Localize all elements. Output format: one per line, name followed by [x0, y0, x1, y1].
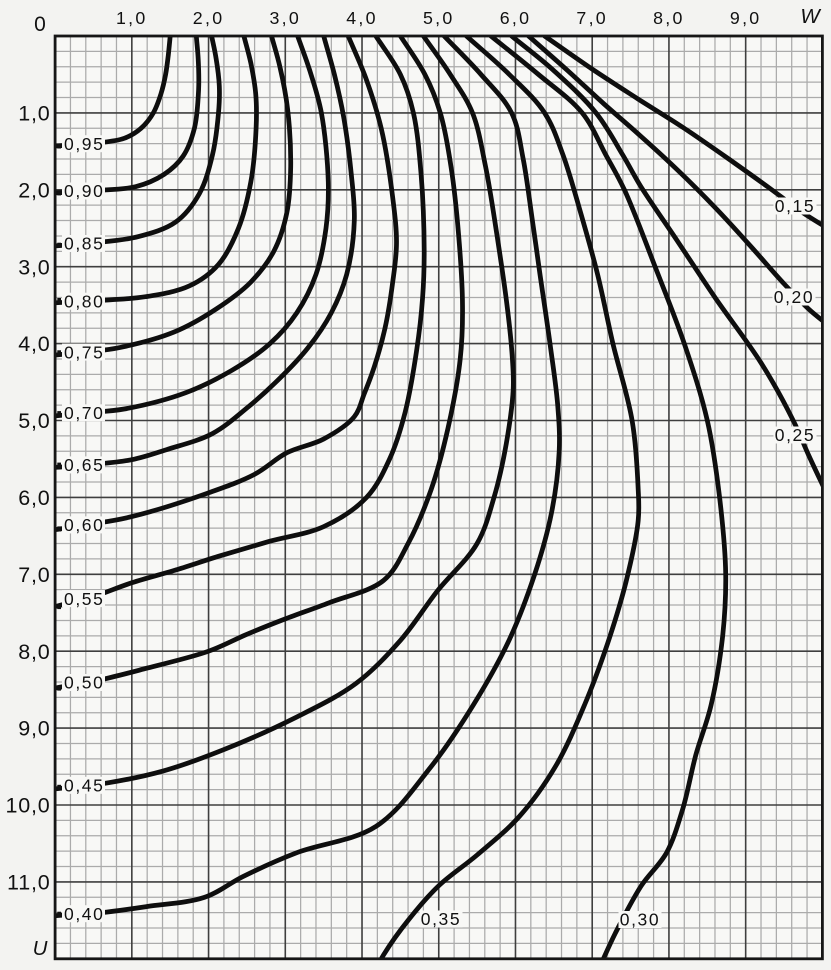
svg-text:2,0: 2,0 [193, 8, 225, 28]
svg-text:5,0: 5,0 [423, 8, 455, 28]
svg-text:0,30: 0,30 [620, 910, 660, 930]
svg-text:0,65: 0,65 [64, 455, 104, 475]
svg-text:4,0: 4,0 [346, 8, 378, 28]
svg-text:0,55: 0,55 [64, 589, 104, 609]
svg-text:8,0: 8,0 [653, 8, 685, 28]
svg-text:0,25: 0,25 [775, 425, 815, 445]
svg-text:11,0: 11,0 [7, 871, 50, 895]
svg-text:3,0: 3,0 [269, 8, 301, 28]
svg-text:8,0: 8,0 [18, 640, 50, 664]
svg-text:2,0: 2,0 [18, 178, 50, 202]
svg-text:0,60: 0,60 [64, 515, 104, 535]
svg-text:0,90: 0,90 [64, 181, 104, 201]
svg-text:0,75: 0,75 [64, 342, 104, 362]
svg-text:3,0: 3,0 [18, 255, 50, 279]
svg-text:6,0: 6,0 [500, 8, 532, 28]
svg-text:9,0: 9,0 [18, 717, 50, 741]
svg-text:1,0: 1,0 [116, 8, 148, 28]
svg-text:0,70: 0,70 [64, 403, 104, 423]
svg-text:W: W [800, 5, 821, 28]
svg-text:0,95: 0,95 [64, 134, 104, 154]
svg-text:6,0: 6,0 [18, 486, 50, 510]
svg-text:7,0: 7,0 [18, 563, 50, 587]
svg-text:0,35: 0,35 [421, 909, 461, 929]
svg-text:0,40: 0,40 [64, 904, 104, 924]
svg-text:0: 0 [34, 13, 46, 36]
svg-text:0,45: 0,45 [64, 776, 104, 796]
svg-text:0,80: 0,80 [64, 291, 104, 311]
svg-text:7,0: 7,0 [576, 8, 608, 28]
svg-text:4,0: 4,0 [18, 332, 50, 356]
svg-text:1,0: 1,0 [18, 102, 50, 126]
svg-text:U: U [33, 937, 48, 960]
svg-text:5,0: 5,0 [18, 409, 50, 433]
svg-text:0,50: 0,50 [64, 673, 104, 693]
svg-text:0,15: 0,15 [775, 196, 815, 216]
svg-text:9,0: 9,0 [730, 8, 762, 28]
svg-text:0,20: 0,20 [774, 287, 814, 307]
svg-text:10,0: 10,0 [5, 794, 50, 818]
svg-text:0,85: 0,85 [64, 234, 104, 254]
